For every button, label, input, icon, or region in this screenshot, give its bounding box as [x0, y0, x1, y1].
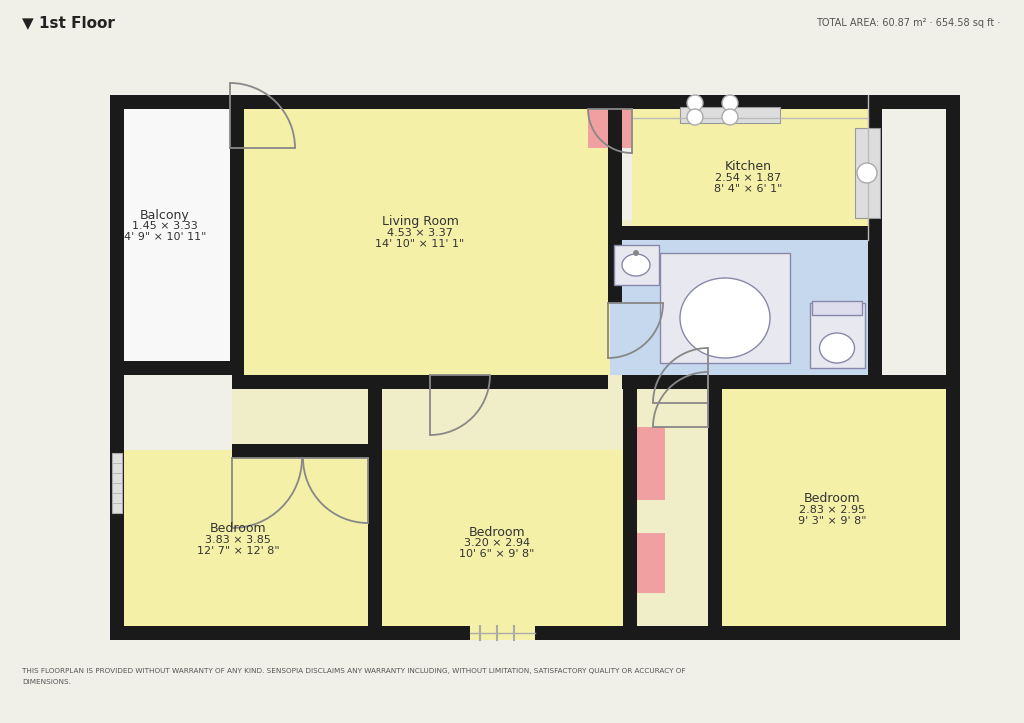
Bar	[632, 375, 730, 450]
Bar	[110, 626, 470, 640]
Text: 10' 6" × 9' 8": 10' 6" × 9' 8"	[460, 549, 535, 559]
Bar	[946, 375, 961, 640]
Circle shape	[687, 109, 703, 125]
Text: Bedroom: Bedroom	[210, 523, 266, 536]
Bar	[708, 375, 722, 640]
Bar	[232, 95, 961, 109]
Text: 2.54 × 1.87: 2.54 × 1.87	[715, 173, 781, 183]
Bar	[112, 453, 122, 513]
Bar	[625, 427, 665, 500]
Bar	[232, 375, 632, 450]
Bar	[868, 95, 882, 240]
Text: 4' 9" × 10' 11": 4' 9" × 10' 11"	[124, 232, 206, 242]
Bar	[535, 626, 961, 640]
Text: 3.20 × 2.94: 3.20 × 2.94	[464, 538, 530, 548]
Text: Bedroom: Bedroom	[804, 492, 860, 505]
Bar	[623, 375, 637, 640]
Bar	[110, 95, 124, 375]
Text: 9' 3" × 9' 8": 9' 3" × 9' 8"	[798, 516, 866, 526]
Bar	[680, 107, 780, 123]
Text: THIS FLOORPLAN IS PROVIDED WITHOUT WARRANTY OF ANY KIND. SENSOPIA DISCLAIMS ANY : THIS FLOORPLAN IS PROVIDED WITHOUT WARRA…	[22, 668, 685, 674]
Text: 3.83 × 3.85: 3.83 × 3.85	[205, 535, 271, 545]
Text: Kitchen: Kitchen	[725, 161, 771, 174]
Circle shape	[687, 95, 703, 111]
Bar	[588, 95, 632, 148]
Text: 8' 4" × 6' 1": 8' 4" × 6' 1"	[714, 184, 782, 194]
Ellipse shape	[680, 278, 770, 358]
Text: 1.45 × 3.33: 1.45 × 3.33	[132, 221, 198, 231]
Circle shape	[722, 109, 738, 125]
Bar	[660, 253, 790, 363]
Bar	[110, 375, 124, 640]
Bar	[632, 95, 870, 240]
Circle shape	[857, 163, 877, 183]
Bar	[622, 375, 961, 389]
Bar	[810, 303, 865, 368]
Bar	[625, 533, 665, 593]
Bar	[230, 95, 244, 375]
Bar	[110, 361, 232, 375]
Text: 14' 10" × 11' 1": 14' 10" × 11' 1"	[376, 239, 465, 249]
Bar	[110, 95, 232, 375]
Ellipse shape	[622, 254, 650, 276]
Bar	[946, 95, 961, 375]
Bar	[608, 95, 622, 303]
Bar	[610, 220, 632, 375]
Bar	[232, 375, 608, 389]
Text: Balcony: Balcony	[140, 208, 189, 221]
Bar	[610, 240, 870, 375]
Text: ▼ 1st Floor: ▼ 1st Floor	[22, 15, 115, 30]
Ellipse shape	[819, 333, 854, 363]
Text: 12' 7" × 12' 8": 12' 7" × 12' 8"	[197, 546, 280, 556]
Circle shape	[722, 95, 738, 111]
Bar	[608, 226, 882, 240]
Bar	[110, 95, 244, 109]
Bar	[614, 245, 659, 285]
Bar	[232, 444, 368, 458]
Circle shape	[633, 250, 639, 256]
Bar	[812, 301, 862, 315]
Text: Bedroom: Bedroom	[469, 526, 525, 539]
Bar	[110, 450, 370, 640]
Text: DIMENSIONS.: DIMENSIONS.	[22, 679, 71, 685]
Bar	[625, 375, 710, 640]
Text: Living Room: Living Room	[382, 215, 459, 228]
Text: 2.83 × 2.95: 2.83 × 2.95	[799, 505, 865, 515]
Bar	[710, 375, 961, 640]
Text: 4.53 × 3.37: 4.53 × 3.37	[387, 228, 453, 238]
Bar	[370, 450, 625, 640]
Bar	[868, 226, 882, 375]
Bar	[855, 128, 880, 218]
Text: TOTAL AREA: 60.87 m² · 654.58 sq ft ·: TOTAL AREA: 60.87 m² · 654.58 sq ft ·	[816, 18, 1000, 28]
Bar	[232, 95, 610, 375]
Bar	[368, 375, 382, 640]
